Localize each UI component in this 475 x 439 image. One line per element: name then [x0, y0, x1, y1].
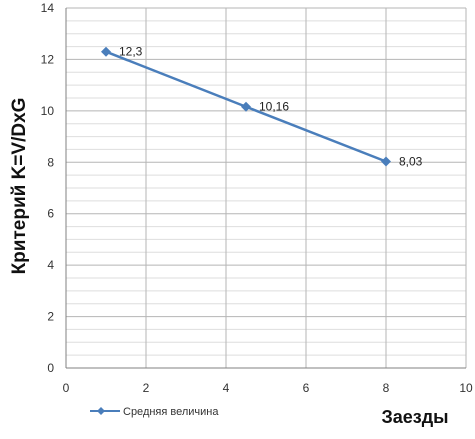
y-tick-label: 0	[47, 361, 54, 375]
x-axis-label: Заезды	[381, 407, 448, 427]
x-tick-label: 6	[303, 381, 310, 395]
data-point-marker	[101, 46, 111, 57]
x-tick-label: 0	[63, 381, 70, 395]
y-axis-label: Критерий K=V/DxG	[9, 98, 30, 275]
data-point-marker	[241, 101, 251, 112]
legend-label: Средняя величина	[123, 406, 219, 418]
data-label: 12,3	[119, 45, 143, 59]
y-tick-label: 6	[47, 207, 54, 221]
x-tick-label: 2	[143, 381, 150, 395]
series-layer: 12,3 10,16 8,03	[101, 45, 423, 169]
y-tick-labels: 0 2 4 6 8 10 12 14	[41, 1, 55, 375]
y-tick-label: 8	[47, 155, 54, 169]
y-tick-label: 10	[41, 104, 55, 118]
legend-marker	[97, 407, 105, 415]
data-point-marker	[381, 156, 391, 167]
gridlines	[65, 7, 467, 369]
x-tick-labels: 0 2 4 6 8 10	[63, 381, 473, 395]
data-label: 10,16	[259, 100, 289, 114]
x-tick-label: 10	[459, 381, 473, 395]
y-tick-label: 2	[47, 310, 54, 324]
y-tick-label: 4	[47, 258, 54, 272]
y-tick-label: 14	[41, 1, 55, 15]
x-tick-label: 4	[223, 381, 230, 395]
y-tick-label: 12	[41, 52, 55, 66]
x-tick-label: 8	[383, 381, 390, 395]
data-label: 8,03	[399, 155, 423, 169]
axes	[65, 8, 466, 369]
legend: Средняя величина	[90, 406, 219, 418]
